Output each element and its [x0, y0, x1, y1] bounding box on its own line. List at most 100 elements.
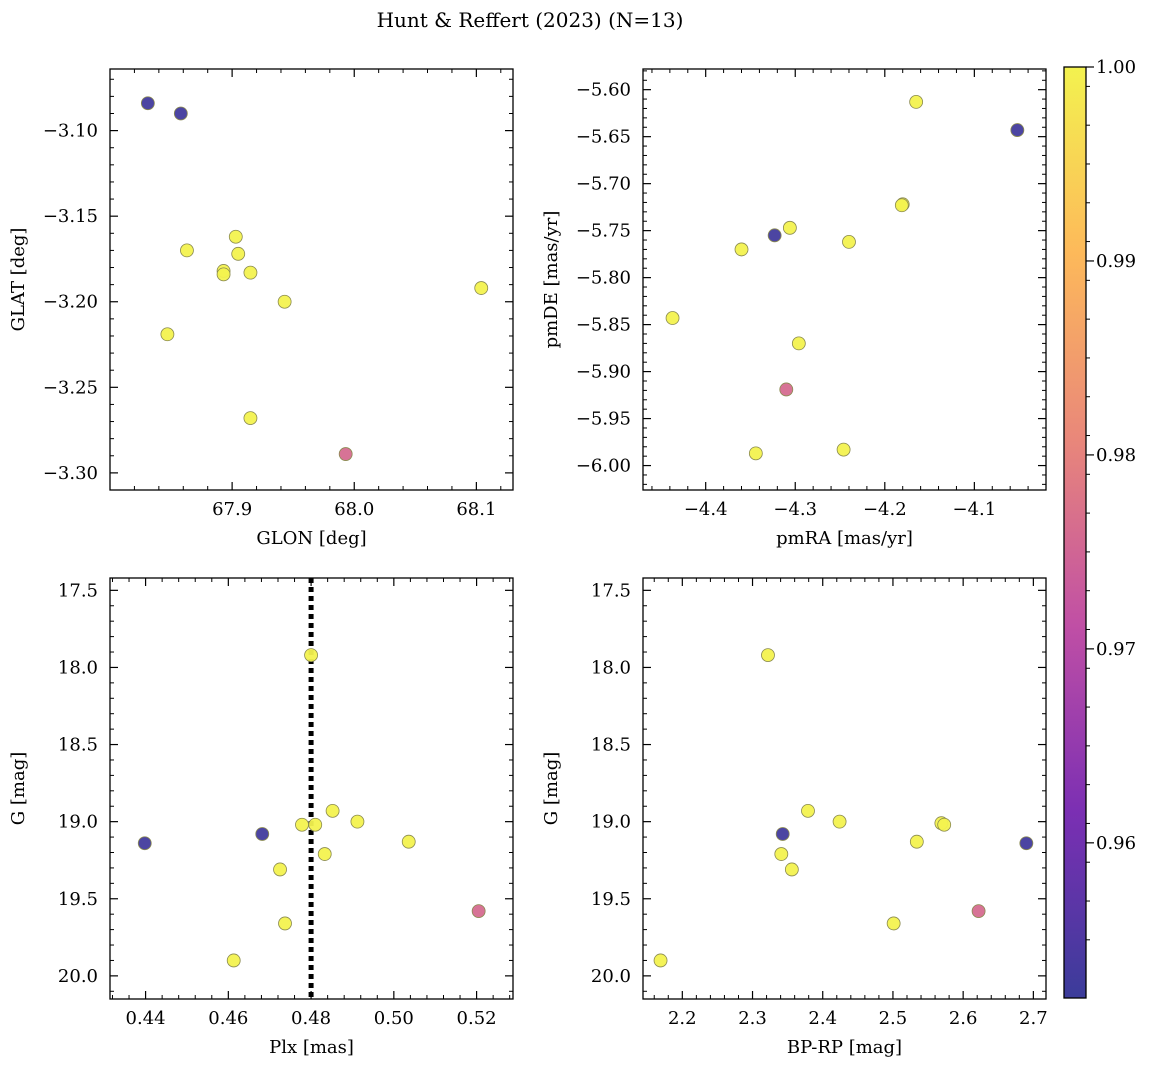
x-tick-label: 2.4 — [808, 1008, 837, 1029]
data-point — [160, 327, 175, 342]
x-axis-label: pmRA [mas/yr] — [776, 528, 913, 549]
y-axis-label: G [mag] — [541, 752, 562, 825]
data-point — [474, 281, 489, 295]
plot-frame — [642, 68, 1047, 491]
y-axis-label: GLAT [deg] — [8, 228, 29, 332]
colorbar-tick-label: 0.96 — [1096, 833, 1136, 854]
data-point — [228, 229, 243, 244]
data-point — [350, 814, 365, 829]
minor-ticks — [643, 69, 1047, 490]
data-point — [1010, 123, 1025, 137]
colorbar: 0.96 0.97 0.98 0.99 1.00 — [1063, 57, 1136, 999]
colorbar-tick-label: 0.99 — [1096, 251, 1136, 272]
data-point — [304, 648, 318, 663]
data-point — [665, 311, 680, 325]
data-point — [894, 198, 909, 213]
x-tick-label: 2.3 — [738, 1008, 767, 1029]
data-point — [937, 817, 952, 832]
data-point — [255, 827, 270, 841]
data-point — [231, 246, 246, 261]
data-point — [338, 447, 353, 461]
data-point — [180, 243, 194, 258]
data-point — [842, 235, 856, 249]
data-point — [909, 834, 924, 849]
data-point — [971, 904, 986, 918]
plot-frame — [642, 577, 1047, 1000]
y-tick-label: 17.5 — [58, 580, 98, 601]
x-axis-label: BP-RP [mag] — [787, 1037, 902, 1058]
y-tick-label: −5.80 — [576, 268, 631, 289]
data-point — [801, 803, 815, 818]
y-tick-label: −3.20 — [43, 292, 98, 313]
x-tick-label: 67.9 — [212, 499, 252, 520]
minor-ticks — [110, 578, 513, 999]
y-tick-label: −3.10 — [43, 121, 98, 142]
y-tick-label: 19.0 — [58, 812, 98, 833]
y-tick-label: −5.85 — [576, 315, 631, 336]
minor-ticks — [643, 578, 1046, 999]
figure-title: Hunt & Reffert (2023) (N=13) — [377, 8, 684, 32]
data-point — [173, 106, 188, 121]
plot-frame — [109, 577, 514, 1000]
plot-frame — [109, 68, 514, 491]
data-point — [748, 446, 763, 461]
data-point — [308, 817, 323, 832]
y-tick-label: −5.75 — [576, 221, 631, 242]
x-axis-label: Plx [mas] — [269, 1037, 354, 1058]
panel-plx-g: 0.44 0.46 0.48 0.50 0.52 17.5 18.0 18.5 19.0 19.5… — [8, 577, 514, 1058]
y-tick-label: 20.0 — [591, 966, 631, 987]
data-point — [832, 814, 847, 829]
y-tick-label: −5.90 — [576, 362, 631, 383]
y-tick-label: 18.5 — [58, 735, 98, 756]
panel-color-mag: 2.2 2.3 2.4 2.5 2.6 2.7 17.5 18.0 18.5 19.0 19.5 20… — [541, 577, 1048, 1058]
x-tick-label: 68.1 — [456, 499, 496, 520]
data-point — [226, 953, 241, 968]
x-tick-label: 2.6 — [949, 1008, 978, 1029]
y-tick-label: 18.0 — [591, 657, 631, 678]
data-point — [325, 803, 340, 818]
panel-glon-glat: 67.9 68.0 68.1 −3.30 −3.25 −3.20 −3.15 −3.10 GLO… — [8, 68, 514, 549]
y-axis-label: G [mag] — [8, 752, 29, 825]
y-tick-label: 17.5 — [591, 580, 631, 601]
data-point — [295, 817, 309, 832]
x-tick-label: 68.0 — [334, 499, 374, 520]
y-tick-label: −5.60 — [576, 80, 631, 101]
x-tick-label: −4.3 — [773, 499, 817, 520]
panel-pm: −4.4 −4.3 −4.2 −4.1 −6.00 −5.95 −5.90 −5.85 −5.8… — [541, 68, 1047, 549]
x-tick-label: 0.50 — [374, 1008, 414, 1029]
y-tick-label: −5.70 — [576, 174, 631, 195]
x-tick-label: 0.52 — [457, 1008, 497, 1029]
data-point — [137, 836, 152, 851]
data-point — [836, 442, 851, 457]
minor-ticks — [109, 69, 513, 491]
y-tick-label: 18.0 — [58, 657, 98, 678]
y-tick-label: 19.5 — [591, 889, 631, 910]
x-tick-label: 0.48 — [291, 1008, 331, 1029]
y-tick-label: 20.0 — [58, 966, 98, 987]
data-point — [243, 265, 258, 280]
data-point — [779, 382, 794, 397]
y-tick-label: −5.95 — [576, 409, 631, 430]
y-tick-label: −3.30 — [43, 463, 98, 484]
data-point — [273, 862, 287, 877]
data-point — [140, 96, 155, 111]
data-point — [761, 648, 775, 663]
data-point — [216, 267, 231, 282]
x-axis-label: GLON [deg] — [256, 528, 366, 549]
data-point — [791, 336, 806, 351]
data-point — [774, 847, 789, 861]
data-point — [243, 411, 258, 426]
colorbar-tick-label: 0.98 — [1096, 445, 1136, 466]
data-point — [401, 834, 416, 849]
y-tick-label: −6.00 — [576, 456, 631, 477]
y-tick-label: 19.5 — [58, 889, 98, 910]
data-point — [784, 862, 799, 877]
y-axis-label: pmDE [mas/yr] — [541, 211, 562, 349]
data-point — [909, 94, 924, 109]
y-tick-label: −3.25 — [43, 377, 98, 398]
colorbar-tick-label: 1.00 — [1096, 57, 1136, 78]
data-point — [278, 916, 292, 931]
y-tick-label: −3.15 — [43, 206, 98, 227]
colorbar-frame — [1063, 66, 1087, 999]
